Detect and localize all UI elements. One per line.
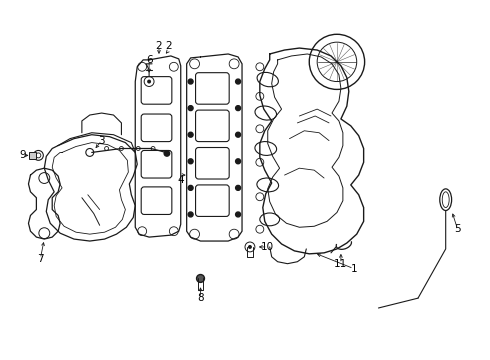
Text: 9: 9 <box>19 150 26 161</box>
Text: 3: 3 <box>98 136 105 145</box>
Circle shape <box>188 185 193 190</box>
Circle shape <box>236 132 241 137</box>
Circle shape <box>164 150 171 157</box>
Circle shape <box>196 275 204 282</box>
Circle shape <box>248 245 252 249</box>
Text: 2: 2 <box>156 41 162 51</box>
Text: 2: 2 <box>166 41 172 51</box>
Text: 10: 10 <box>261 242 274 252</box>
Text: 7: 7 <box>37 254 44 264</box>
Text: 8: 8 <box>197 293 204 303</box>
Circle shape <box>188 132 193 137</box>
Circle shape <box>236 106 241 111</box>
FancyBboxPatch shape <box>29 152 36 159</box>
Text: 11: 11 <box>334 259 347 269</box>
Circle shape <box>188 79 193 84</box>
Circle shape <box>188 106 193 111</box>
Circle shape <box>236 212 241 217</box>
Circle shape <box>236 159 241 164</box>
Text: 1: 1 <box>350 264 357 274</box>
Circle shape <box>236 185 241 190</box>
Text: 4: 4 <box>177 175 184 185</box>
Circle shape <box>147 80 151 84</box>
Circle shape <box>188 159 193 164</box>
Text: 5: 5 <box>454 224 461 234</box>
Text: 6: 6 <box>146 55 152 65</box>
Circle shape <box>236 79 241 84</box>
Circle shape <box>188 212 193 217</box>
